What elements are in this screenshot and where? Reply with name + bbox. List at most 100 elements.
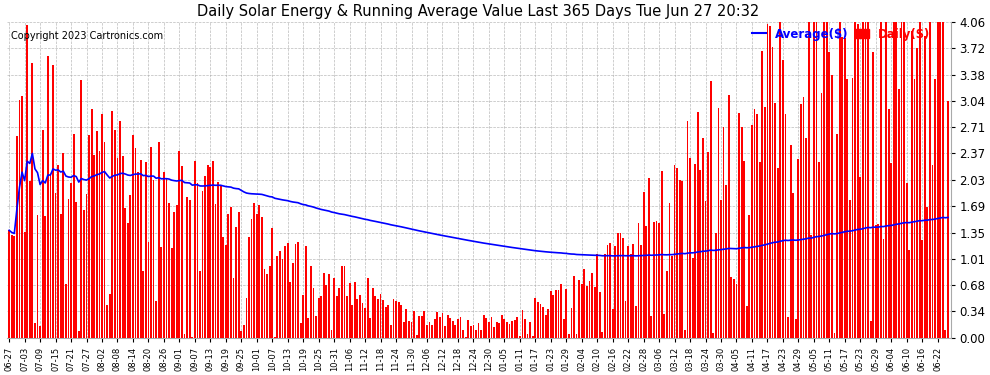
Bar [78,331,79,338]
Bar [530,322,531,338]
Bar [813,22,815,338]
Bar [562,320,564,338]
Bar [395,301,397,338]
Bar [764,106,765,338]
Bar [633,244,635,338]
Bar [522,310,524,338]
Bar [540,304,542,338]
Bar [393,299,394,338]
Bar [457,319,458,338]
Bar [932,165,934,338]
Bar [748,214,750,338]
Bar [475,330,477,338]
Bar [893,22,895,338]
Bar [927,207,929,338]
Bar [117,158,119,338]
Bar [647,178,649,338]
Bar [753,110,755,338]
Bar [890,163,892,338]
Bar [741,127,742,338]
Bar [413,311,415,338]
Bar [769,26,771,338]
Bar [408,321,410,338]
Bar [403,322,405,338]
Bar [607,245,609,338]
Bar [710,81,712,338]
Bar [777,168,779,338]
Bar [356,299,358,338]
Bar [728,95,730,338]
Bar [197,183,198,338]
Bar [837,135,838,338]
Bar [612,309,614,338]
Bar [504,319,505,338]
Bar [70,183,72,338]
Bar [88,135,90,338]
Bar [99,152,100,338]
Bar [27,25,28,338]
Bar [212,160,214,338]
Bar [849,200,850,338]
Bar [761,51,763,338]
Bar [75,202,77,338]
Bar [583,269,585,338]
Bar [901,22,903,338]
Bar [80,80,82,338]
Bar [756,114,758,338]
Bar [707,152,709,338]
Bar [390,325,392,338]
Bar [751,125,752,338]
Bar [517,317,518,338]
Bar [560,284,562,338]
Bar [867,22,869,338]
Bar [289,282,291,338]
Bar [281,259,283,338]
Bar [692,258,694,338]
Bar [485,318,487,338]
Bar [483,315,485,338]
Bar [16,136,18,338]
Bar [168,203,170,338]
Bar [215,204,217,338]
Bar [236,227,237,338]
Bar [689,158,691,338]
Bar [178,151,180,338]
Bar [660,171,662,338]
Bar [135,148,137,338]
Bar [785,114,786,338]
Bar [792,193,794,338]
Bar [266,274,268,338]
Bar [535,298,537,338]
Bar [532,336,534,338]
Bar [547,309,549,338]
Bar [348,283,350,338]
Bar [361,303,363,338]
Bar [220,185,222,338]
Bar [493,327,495,338]
Bar [924,36,926,338]
Bar [65,284,66,338]
Bar [842,38,843,338]
Bar [72,134,74,338]
Bar [472,325,474,338]
Bar [808,22,810,338]
Bar [323,273,325,338]
Bar [353,282,355,338]
Bar [602,332,603,338]
Bar [258,205,260,338]
Bar [346,296,347,338]
Bar [527,334,529,338]
Bar [248,237,249,338]
Bar [104,142,106,338]
Bar [625,301,627,338]
Bar [609,243,611,338]
Bar [297,242,299,338]
Bar [916,48,918,338]
Bar [591,273,593,338]
Bar [385,307,387,338]
Bar [570,308,572,338]
Bar [315,316,317,338]
Bar [204,176,206,338]
Bar [276,256,278,338]
Bar [816,22,818,338]
